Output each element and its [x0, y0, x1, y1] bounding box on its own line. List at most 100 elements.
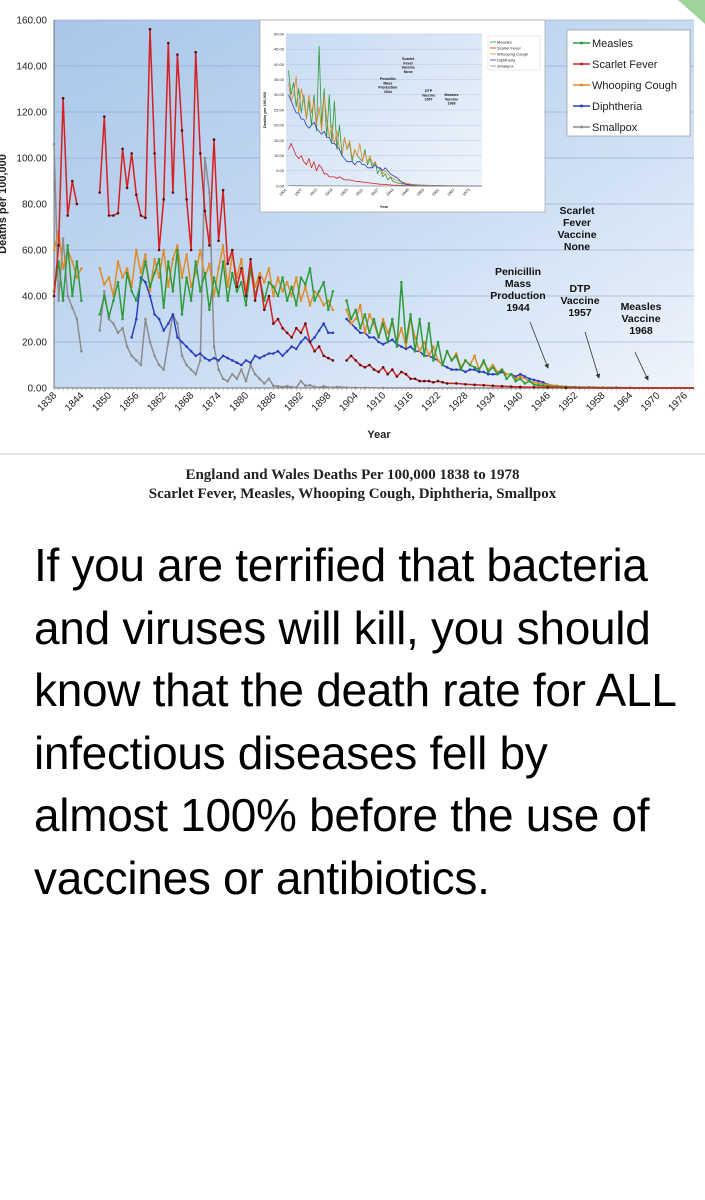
data-point-smallpox: [121, 326, 124, 330]
data-point-measles: [272, 285, 275, 289]
data-point-scarlet-fever: [217, 239, 220, 243]
data-point-measles: [153, 271, 156, 275]
data-point-diphtheria: [377, 340, 380, 344]
data-point-measles: [180, 313, 184, 316]
data-point-whooping-cough: [436, 359, 440, 362]
inset-annotation-line: 1957: [425, 98, 433, 102]
data-point-diphtheria: [327, 331, 330, 335]
data-point-measles: [308, 267, 312, 270]
data-point-smallpox: [295, 386, 298, 389]
legend-entry: Smallpox: [573, 122, 638, 134]
legend-label: Measles: [592, 38, 633, 50]
annotation-line: Measles: [621, 301, 662, 313]
data-point-scarlet-fever: [231, 248, 234, 252]
data-point-whooping-cough: [162, 248, 165, 252]
data-point-whooping-cough: [349, 322, 353, 325]
y-tick-label: 120.00: [16, 108, 47, 119]
x-tick-label: 1952: [557, 390, 581, 414]
x-tick-label: 1892: [282, 390, 306, 414]
data-point-scarlet-fever: [418, 379, 422, 383]
annotation-line: Vaccine: [621, 313, 660, 325]
data-point-smallpox: [176, 322, 179, 325]
data-point-smallpox: [199, 359, 202, 362]
data-point-whooping-cough: [418, 349, 422, 353]
data-point-scarlet-fever: [212, 138, 216, 141]
x-tick-label: 1940: [502, 390, 526, 414]
data-point-measles: [130, 290, 133, 293]
data-point-scarlet-fever: [71, 179, 74, 183]
data-point-whooping-cough: [386, 331, 390, 335]
data-point-measles: [285, 299, 289, 302]
data-point-smallpox: [249, 363, 252, 367]
data-point-whooping-cough: [354, 317, 358, 321]
inset-annotation-line: Scarlet: [402, 57, 415, 61]
data-point-diphtheria: [253, 354, 257, 358]
data-point-scarlet-fever: [221, 188, 225, 192]
data-point-measles: [66, 244, 69, 247]
data-point-whooping-cough: [153, 257, 156, 261]
data-point-diphtheria: [345, 317, 348, 321]
data-point-whooping-cough: [276, 276, 280, 279]
annotation-line: 1957: [568, 307, 592, 319]
inset-annotation-line: Vaccine: [445, 97, 458, 101]
data-point-scarlet-fever: [139, 214, 143, 217]
data-point-whooping-cough: [272, 294, 275, 298]
data-point-scarlet-fever: [267, 294, 271, 298]
data-point-whooping-cough: [139, 271, 143, 275]
data-point-measles: [185, 276, 188, 279]
data-point-measles: [377, 336, 380, 339]
legend-box: [566, 29, 691, 137]
data-point-whooping-cough: [519, 375, 522, 378]
data-point-whooping-cough: [171, 257, 175, 261]
data-point-scarlet-fever: [180, 129, 184, 132]
data-point-measles: [244, 303, 248, 307]
data-point-scarlet-fever: [519, 385, 522, 389]
y-tick-label: 140.00: [16, 62, 47, 73]
data-point-scarlet-fever: [121, 147, 124, 151]
data-point-scarlet-fever: [509, 385, 513, 388]
legend-marker: [580, 41, 583, 45]
data-point-diphtheria: [409, 345, 412, 348]
inset-x-tick: 1925: [339, 187, 349, 197]
data-point-whooping-cough: [404, 345, 408, 348]
data-point-diphtheria: [144, 280, 147, 284]
data-point-diphtheria: [203, 356, 207, 360]
inset-annotation-line: Penicillin: [380, 77, 396, 81]
inset-annotation-line: Measles: [444, 93, 458, 97]
data-point-diphtheria: [359, 331, 362, 335]
data-point-whooping-cough: [285, 280, 289, 284]
data-point-measles: [327, 308, 330, 312]
data-point-scarlet-fever: [226, 262, 229, 266]
inset-y-tick: 10.00: [274, 153, 285, 158]
x-tick-label: 1946: [529, 390, 553, 414]
y-tick-label: 20.00: [22, 338, 47, 349]
data-point-whooping-cough: [281, 290, 284, 293]
data-point-scarlet-fever: [57, 244, 60, 247]
legend-marker: [580, 125, 583, 129]
data-point-whooping-cough: [299, 299, 303, 302]
inset-x-tick: 1901: [278, 187, 288, 197]
data-point-measles: [189, 299, 193, 302]
data-point-scarlet-fever: [441, 381, 444, 384]
data-point-smallpox: [61, 237, 65, 240]
data-point-diphtheria: [226, 356, 229, 360]
data-point-measles: [450, 359, 454, 362]
x-tick-label: 1874: [200, 390, 224, 414]
data-point-measles: [61, 299, 65, 302]
data-point-whooping-cough: [304, 285, 307, 289]
inset-annotation-line: 1968: [447, 102, 455, 106]
annotation-line: Mass: [505, 278, 531, 290]
data-point-diphtheria: [404, 347, 408, 351]
data-point-measles: [514, 379, 517, 383]
data-point-diphtheria: [272, 352, 275, 355]
data-point-smallpox: [299, 379, 303, 383]
data-point-measles: [519, 377, 522, 381]
inset-series-line: [288, 185, 482, 187]
data-point-diphtheria: [322, 322, 326, 325]
data-point-measles: [267, 280, 271, 284]
data-point-measles: [368, 331, 371, 335]
data-point-measles: [509, 372, 513, 376]
data-point-measles: [98, 313, 101, 316]
inset-annotation-line: 1944: [384, 90, 392, 94]
